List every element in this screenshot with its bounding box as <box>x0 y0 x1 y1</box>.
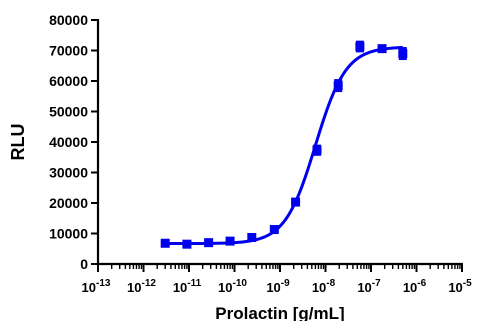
x-tick-label: 10-8 <box>312 278 336 295</box>
y-tick-label: 50000 <box>49 104 88 120</box>
y-tick-label: 60000 <box>49 73 88 89</box>
x-tick-label: 10-5 <box>448 278 472 295</box>
fit-curve <box>165 45 403 246</box>
data-point <box>247 232 257 242</box>
x-tick-label: 10-6 <box>403 278 427 295</box>
x-tick-label: 10-12 <box>127 278 156 295</box>
data-point <box>355 42 365 52</box>
data-point <box>204 238 214 248</box>
data-points-layer <box>160 40 408 249</box>
x-tick-label: 10-11 <box>173 278 202 295</box>
y-tick-label: 80000 <box>49 12 88 28</box>
data-point <box>333 81 343 91</box>
data-point <box>312 145 322 155</box>
data-point <box>269 225 279 235</box>
data-point <box>160 238 170 248</box>
data-point <box>398 49 408 59</box>
data-point <box>225 236 235 246</box>
x-tick-label: 10-7 <box>357 278 381 295</box>
data-point <box>291 197 301 207</box>
fit-curve-layer <box>165 45 403 246</box>
y-axis: 0 10000 20000 30000 40000 50000 60000 70000 8000… <box>49 12 100 272</box>
y-tick-label: 20000 <box>49 195 88 211</box>
data-point <box>377 44 387 54</box>
y-tick-label: 0 <box>80 256 88 272</box>
x-tick-label: 10-13 <box>82 278 111 295</box>
y-tick-label: 30000 <box>49 165 88 181</box>
x-tick-label: 10-10 <box>218 278 247 295</box>
data-point <box>182 239 192 249</box>
y-axis-title: RLU <box>8 124 28 161</box>
x-axis: 10-13 10-12 10-11 10-10 10-9 10-8 10-7 10-6 10-5 <box>82 262 472 295</box>
x-tick-label: 10-9 <box>266 278 290 295</box>
y-tick-label: 70000 <box>49 43 88 59</box>
x-axis-title: Prolactin [g/mL] <box>215 304 344 321</box>
y-tick-label: 10000 <box>49 226 88 242</box>
y-tick-label: 40000 <box>49 134 88 150</box>
